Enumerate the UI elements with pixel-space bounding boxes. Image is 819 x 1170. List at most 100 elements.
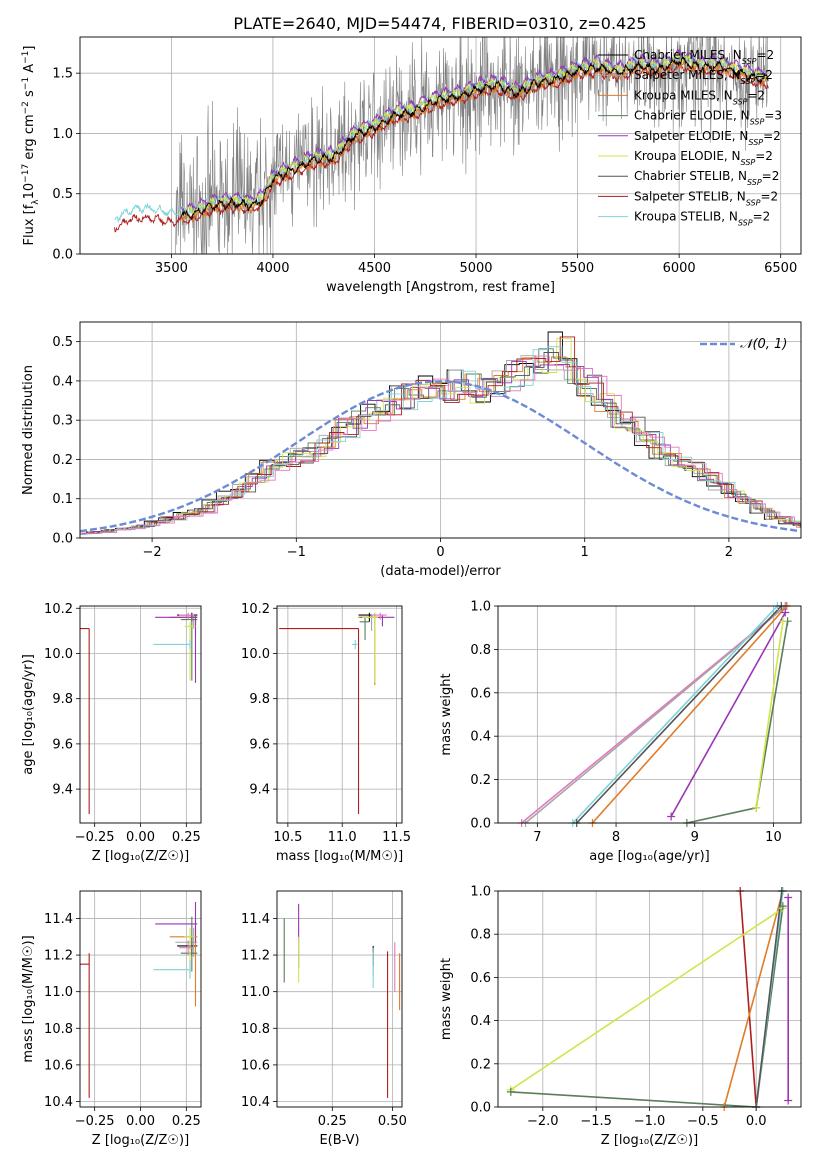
legend-tail: =2 [753, 210, 771, 224]
y-tick-label: 0.3 [52, 414, 73, 429]
y-tick-label: 0.4 [470, 730, 491, 745]
legend-subscript: SSP [742, 57, 757, 66]
x-tick-label: 6000 [663, 261, 696, 276]
histogram-step-line [80, 355, 801, 535]
y-tick-label: 0.8 [470, 643, 491, 658]
y-tick-label: 0.0 [52, 248, 73, 263]
panel-mass-weight-vs-Z: −2.0 −1.5 −1.0 −0.5 0.0 0.0 0.2 0.4 0.6 0.8 1.0 Z [… [439, 885, 802, 1148]
x-tick-label: 4000 [256, 261, 289, 276]
y-axis-label: mass [log₁₀(M/M☉)] [21, 935, 36, 1062]
histogram-step-line [80, 348, 801, 535]
y-tick-label: 10.8 [44, 1022, 73, 1037]
legend-entry: Kroupa MILES, NSSP=2 [634, 88, 765, 106]
y-tick-label: 11.4 [241, 912, 270, 927]
legend-subscript: SSP [733, 97, 748, 106]
y-tick-label: 9.4 [52, 783, 73, 798]
panel-mass-weight-vs-age: 7 8 9 10 0.0 0.2 0.4 0.6 0.8 1.0 age [log₁₀(age/yr… [439, 600, 802, 864]
y-tick-label: 0.0 [470, 1101, 491, 1116]
legend-subscript: SSP [746, 198, 761, 207]
legend-subscript: SSP [748, 137, 763, 146]
y-tick-label: 0.5 [52, 335, 73, 350]
x-tick-label: −2 [143, 545, 162, 560]
x-tick-label: −0.25 [75, 1114, 115, 1129]
y-tick-label: 11.4 [44, 912, 73, 927]
legend-entry: Chabrier ELODIE, NSSP=3 [634, 109, 782, 127]
x-tick-label: −1.5 [580, 1114, 612, 1129]
x-tick-label: 11.0 [328, 830, 357, 845]
y-tick-label: 1.0 [470, 600, 491, 615]
x-axis-label: E(B-V) [319, 1133, 359, 1148]
legend-entry: Chabrier STELIB, NSSP=2 [634, 169, 779, 187]
y-tick-label: 0.4 [470, 1014, 491, 1029]
histogram-step-line [80, 338, 801, 535]
panel-age-vs-mass: 10.5 11.0 11.5 9.4 9.6 9.8 10.0 10.2 mass [log₁₀… [241, 602, 411, 864]
y-tick-label: 9.8 [52, 692, 73, 707]
mass-weight-line [510, 905, 784, 1107]
legend-entry: 𝒩(0, 1) [740, 337, 787, 352]
y-tick-label: 9.6 [249, 737, 270, 752]
y-tick-label: 1.0 [470, 885, 491, 900]
plus-marker [778, 617, 787, 626]
legend-entry: Salpeter MILES, NSSP=2 [634, 68, 773, 86]
y-axis-label: mass weight [439, 958, 454, 1040]
x-tick-label: 6500 [764, 261, 797, 276]
axes-frame [79, 321, 802, 539]
plus-marker [784, 1096, 793, 1105]
y-tick-label: 10.2 [44, 602, 73, 617]
model-spectrum-line [181, 47, 769, 214]
legend-entry: Kroupa STELIB, NSSP=2 [634, 210, 770, 228]
x-tick-label: 5500 [561, 261, 594, 276]
x-tick-label: −0.5 [687, 1114, 719, 1129]
mass-weight-line [670, 612, 786, 817]
legend-entry: Kroupa ELODIE, NSSP=2 [634, 149, 773, 167]
mass-weight-line [686, 621, 789, 823]
mass-weight-line [723, 891, 784, 1107]
x-tick-label: 0.0 [746, 1114, 767, 1129]
mass-weight-line [739, 891, 757, 1107]
x-tick-label: −1.0 [634, 1114, 666, 1129]
y-tick-label: 10.2 [241, 602, 270, 617]
legend-subscript: SSP [741, 158, 756, 167]
x-axis-label: age [log₁₀(age/yr)] [589, 849, 710, 864]
axes-frame [276, 890, 403, 1108]
mass-weight-line [576, 606, 782, 823]
y-tick-label: 9.4 [249, 783, 270, 798]
y-tick-label: 11.2 [241, 949, 270, 964]
y-axis-label: mass weight [439, 673, 454, 755]
model-spectrum-line [181, 59, 769, 223]
mass-weight-line [755, 621, 784, 808]
axes-frame [497, 605, 802, 824]
y-axis-label: age [log₁₀(age/yr)] [21, 654, 36, 775]
plus-marker [778, 902, 787, 911]
y-axis-label-part: −17 [21, 164, 31, 183]
panel-age-vs-Z: −0.25 0.00 0.25 9.4 9.6 9.8 10.0 10.2 Z [log₁₀(Z… [21, 602, 202, 864]
panel-mass-vs-EBV: 0.25 0.50 10.4 10.6 10.8 11.0 11.2 11.4 E(B-V) [241, 890, 407, 1148]
axes-frame [79, 36, 802, 255]
mass-weight-line [755, 891, 783, 1107]
spectrum-data-line [175, 37, 769, 254]
y-tick-label: 0.8 [470, 928, 491, 943]
legend-tail: =2 [756, 48, 774, 62]
legend-entry: Salpeter STELIB, NSSP=2 [634, 189, 778, 207]
legend-entry: Salpeter ELODIE, NSSP=2 [634, 129, 781, 147]
x-tick-label: −0.25 [75, 830, 115, 845]
plus-marker [506, 1087, 515, 1096]
plot-area [521, 606, 789, 823]
y-tick-label: 0.2 [52, 453, 73, 468]
x-tick-label: 0 [436, 545, 444, 560]
x-axis-label: wavelength [Angstrom, rest frame] [326, 280, 555, 295]
plot-area [114, 37, 769, 254]
y-tick-label: 0.5 [52, 187, 73, 202]
panel-histogram: −2 −1 0 1 2 0.0 0.1 0.2 0.3 0.4 0.5 (data-model)/er… [21, 321, 802, 579]
y-tick-label: 0.1 [52, 492, 73, 507]
x-tick-label: −2.0 [527, 1114, 559, 1129]
x-tick-label: 0.25 [172, 1114, 201, 1129]
plot-area [279, 612, 395, 814]
y-tick-label: 0.2 [470, 773, 491, 788]
x-axis-label: mass [log₁₀(M/M☉)] [276, 849, 403, 864]
panel-mass-vs-Z: −0.25 0.00 0.25 10.4 10.6 10.8 11.0 11.2 11.4 Z [… [21, 890, 202, 1148]
y-tick-label: 11.0 [241, 985, 270, 1000]
legend-subscript: SSP [747, 178, 762, 187]
plus-marker [752, 803, 761, 812]
